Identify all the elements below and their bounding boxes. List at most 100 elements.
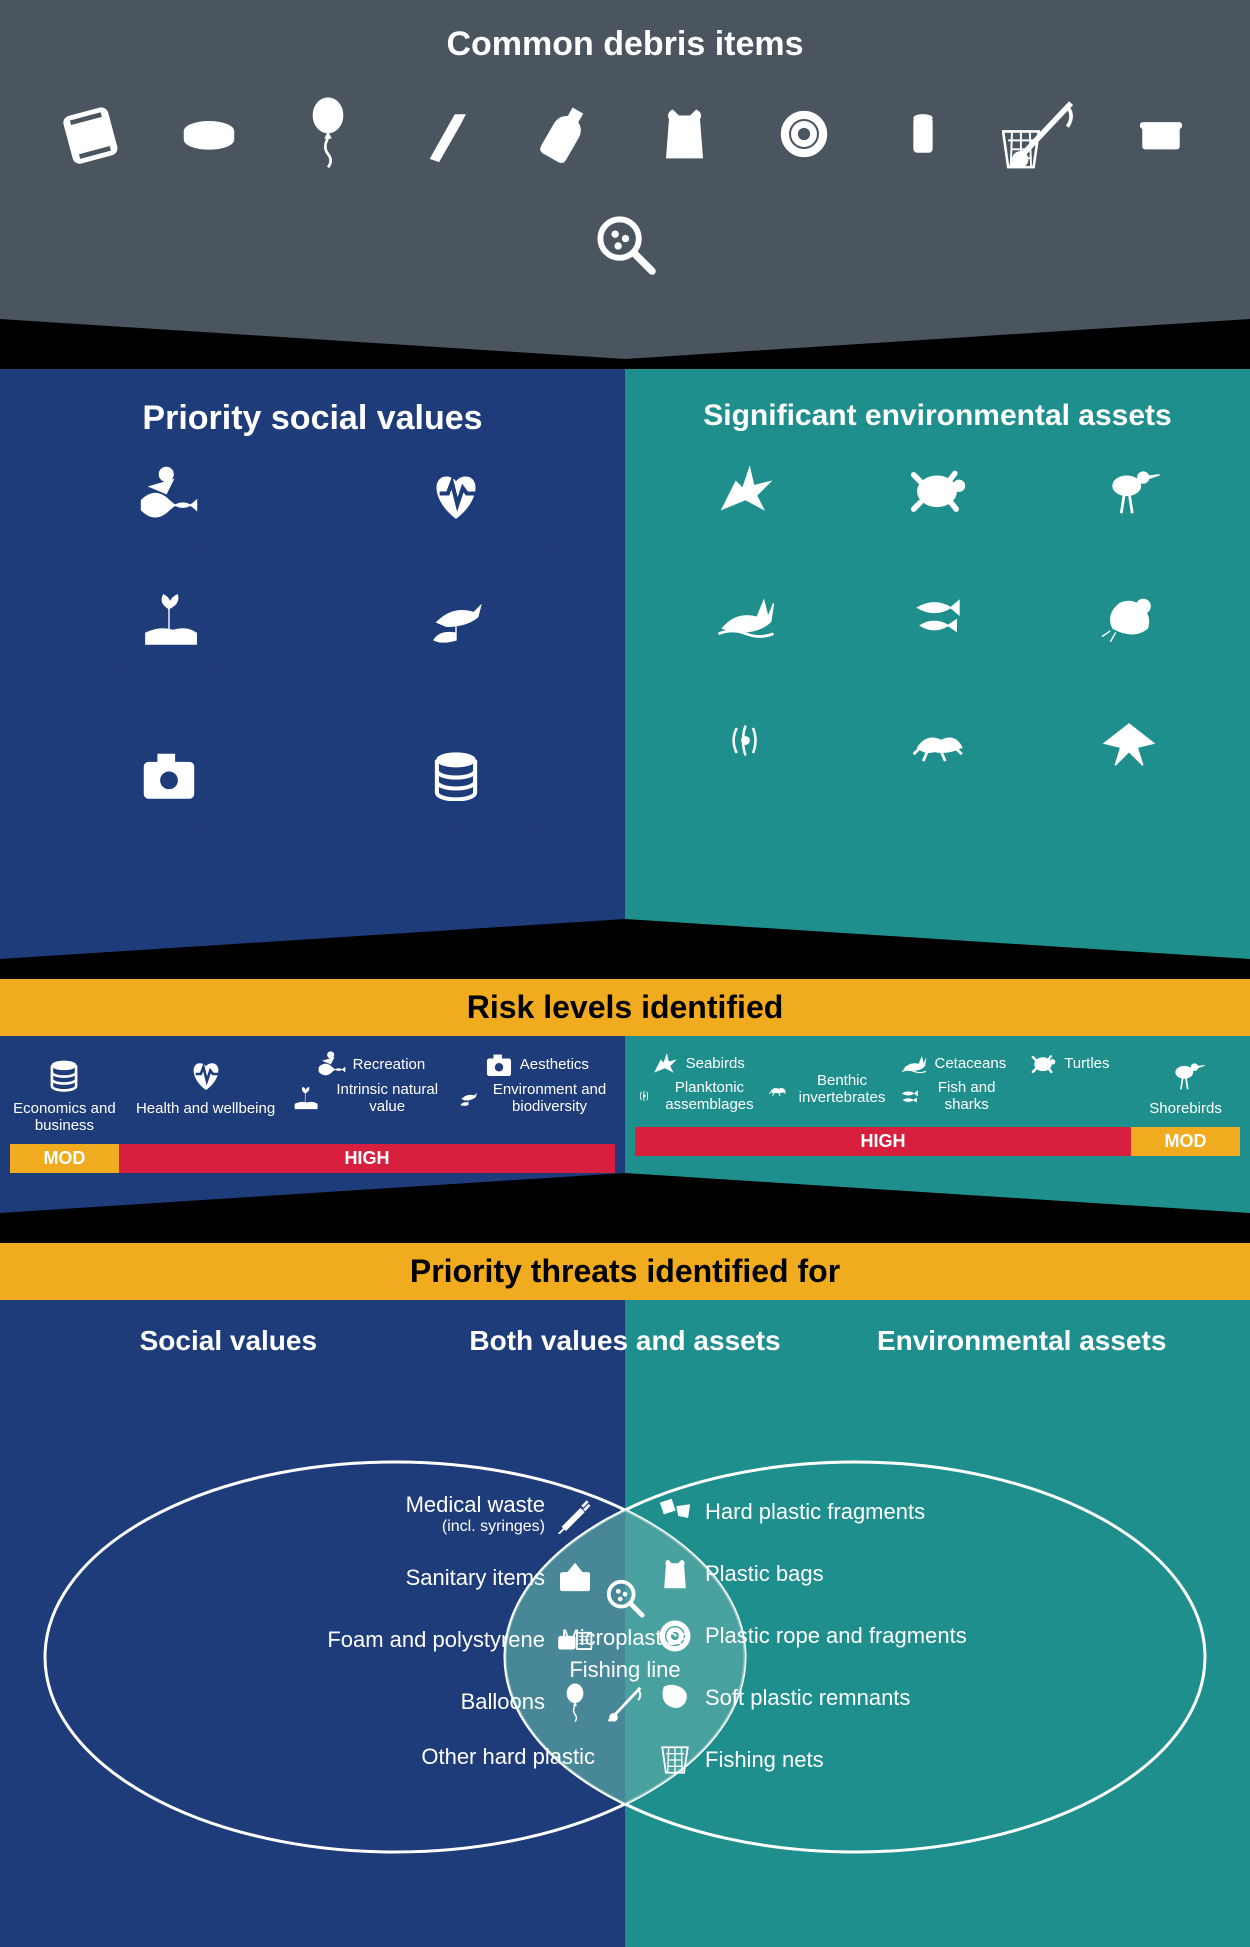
balloon-icon [283,89,373,179]
heart-icon [421,463,491,523]
shorebird-icon [1094,458,1164,518]
env-title: Significant environmental assets [655,399,1220,433]
benthic-icon [767,1077,787,1101]
risk-item-stack: Benthic invertebrates [767,1051,890,1117]
env-item: Planktonic assemblages [655,710,837,834]
env-item: Shorebirds [1071,458,1187,554]
env-item: Pinnipeds [1076,584,1181,680]
rope-icon [759,89,849,179]
magnifier-icon [525,1577,725,1625]
env-item: Turtles [901,458,973,554]
social-item: Intrinsic natural value [55,589,282,713]
level-mod: MOD [10,1144,119,1173]
bird-leaf-icon [421,589,491,649]
net-icon [655,1740,695,1780]
bottle-icon [521,89,611,179]
social-item: Environment and biodiversity [318,589,596,713]
venn-header-center: Both values and assets [427,1325,824,1357]
hand-plant-icon [292,1085,318,1111]
risk-item-stack: Cetaceans Fish and sharks [898,1051,1007,1117]
fish-icon [902,584,972,644]
social-item: Economics and business [324,743,589,839]
risk-item: Economics and business [10,1051,119,1134]
benthic-icon [902,710,972,770]
straw-icon [402,89,492,179]
env-item: Fish and sharks [853,584,1022,680]
camera-icon [134,743,204,803]
debris-title: Common debris items [0,25,1250,64]
whale-icon [899,1051,929,1075]
can-icon [878,89,968,179]
fish-icon [898,1084,921,1108]
turtle-icon [902,458,972,518]
threat-item: Microplastics [525,1625,725,1651]
container-icon [1116,89,1206,179]
social-item: Health and wellbeing [345,463,568,559]
risk-item: Shorebirds [1131,1051,1240,1117]
env-grid: Seabirds Turtles Shorebirds Cetaceans Fi… [655,458,1220,834]
risk-env-levels: HIGH MOD [635,1127,1240,1156]
threat-item: Fishing nets [655,1740,824,1780]
infographic: Common debris items Priority social valu… [0,0,1250,1947]
values-assets-section: Priority social values Recreation Health… [0,369,1250,919]
social-title: Priority social values [30,399,595,438]
plankton-icon [711,710,781,770]
ray-icon [1094,710,1164,770]
seabird-icon [711,458,781,518]
threat-item: Other hard plastic [421,1744,595,1770]
risk-item-stack: Aesthetics Environment and biodiversity [458,1051,615,1134]
fishing-rod-icon [997,89,1087,179]
rod-icon [525,1683,725,1731]
level-high: HIGH [635,1127,1131,1156]
env-item: Rays [1094,710,1164,834]
bag-icon [640,89,730,179]
level-high: HIGH [119,1144,615,1173]
coins-icon [421,743,491,803]
env-item: Benthic invertebrates [847,710,1029,834]
coins-icon [45,1051,83,1096]
venn-header-left: Social values [30,1325,427,1357]
threat-item: Fishing line [525,1657,725,1683]
risk-item-stack: Recreation Intrinsic natural value [292,1051,449,1134]
threat-item: Medical waste(incl. syringes) [406,1492,595,1536]
social-values-panel: Priority social values Recreation Health… [0,369,625,919]
venn-headers: Social values Both values and assets Env… [30,1325,1220,1357]
risk-item-stack: Seabirds Planktonic assemblages [635,1051,759,1117]
social-item: Recreation [111,463,227,559]
bird-leaf-icon [458,1085,478,1111]
venn-header-right: Environmental assets [823,1325,1220,1357]
seabird-icon [650,1051,680,1075]
env-item: Cetaceans [688,584,803,680]
camera-icon [484,1051,514,1077]
packet-icon [45,89,135,179]
fragments-icon [655,1492,695,1532]
turtle-icon [1028,1051,1058,1075]
risk-social-levels: MOD HIGH [10,1144,615,1173]
social-item: Aesthetics [113,743,224,839]
swim-icon [317,1051,347,1077]
whale-icon [711,584,781,644]
shorebird-icon [1167,1051,1205,1096]
venn-center-items: Microplastics Fishing line [525,1577,725,1731]
magnifier-icon [580,199,670,289]
level-mod: MOD [1131,1127,1240,1156]
debris-section: Common debris items [0,0,1250,319]
risk-item: Health and wellbeing [127,1051,284,1134]
hand-plant-icon [134,589,204,649]
plankton-icon [635,1084,654,1108]
threats-title-bar: Priority threats identified for [0,1243,1250,1300]
seal-icon [1094,584,1164,644]
risk-item-stack: Turtles [1015,1051,1124,1117]
threats-section: Social values Both values and assets Env… [0,1300,1250,1947]
heart-icon [187,1051,225,1096]
threat-item: Hard plastic fragments [655,1492,925,1532]
debris-items [0,89,1250,289]
risk-env: Seabirds Planktonic assemblages Benthic … [625,1036,1250,1173]
env-item: Seabirds [698,458,793,554]
social-grid: Recreation Health and wellbeing Intrinsi… [30,463,595,839]
env-assets-panel: Significant environmental assets Seabird… [625,369,1250,919]
swim-icon [134,463,204,523]
risk-section: Economics and business Health and wellbe… [0,1036,1250,1173]
risk-title-bar: Risk levels identified [0,979,1250,1036]
risk-social: Economics and business Health and wellbe… [0,1036,625,1173]
